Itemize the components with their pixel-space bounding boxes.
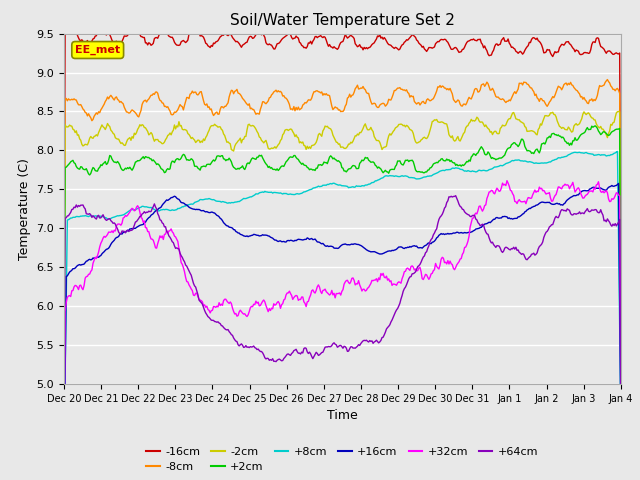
+16cm xyxy=(392,247,399,252)
-2cm xyxy=(516,119,524,124)
Line: +16cm: +16cm xyxy=(64,183,621,475)
+8cm xyxy=(328,181,335,187)
+8cm xyxy=(392,173,399,179)
-16cm xyxy=(362,45,370,50)
-2cm xyxy=(617,329,625,335)
+2cm xyxy=(60,366,68,372)
-16cm xyxy=(329,45,337,51)
+32cm xyxy=(60,465,68,470)
-16cm xyxy=(67,24,74,30)
+32cm xyxy=(503,178,511,183)
+32cm xyxy=(617,385,625,391)
Line: +64cm: +64cm xyxy=(64,196,621,404)
Y-axis label: Temperature (C): Temperature (C) xyxy=(18,158,31,260)
-16cm xyxy=(605,48,612,54)
+8cm xyxy=(324,181,332,187)
+8cm xyxy=(604,153,611,158)
+2cm xyxy=(617,340,625,346)
+64cm xyxy=(392,309,399,315)
+16cm xyxy=(615,180,623,186)
-8cm xyxy=(516,81,524,86)
-8cm xyxy=(392,88,399,94)
+2cm xyxy=(324,157,332,163)
+16cm xyxy=(60,472,68,478)
-8cm xyxy=(60,319,68,325)
+8cm xyxy=(516,158,524,164)
+32cm xyxy=(324,291,332,297)
-2cm xyxy=(328,128,335,134)
+8cm xyxy=(614,148,621,154)
-2cm xyxy=(362,121,369,127)
+16cm xyxy=(324,244,332,250)
-16cm xyxy=(393,45,401,51)
+64cm xyxy=(617,400,625,406)
-16cm xyxy=(60,277,68,283)
+16cm xyxy=(617,416,625,422)
-8cm xyxy=(324,92,332,98)
Title: Soil/Water Temperature Set 2: Soil/Water Temperature Set 2 xyxy=(230,13,455,28)
+32cm xyxy=(392,282,399,288)
+16cm xyxy=(362,246,369,252)
+16cm xyxy=(328,243,335,249)
Legend: -16cm, -8cm, -2cm, +2cm, +8cm, +16cm, +32cm, +64cm: -16cm, -8cm, -2cm, +2cm, +8cm, +16cm, +3… xyxy=(142,442,543,477)
+2cm xyxy=(362,155,369,160)
-2cm xyxy=(604,135,611,141)
Line: +8cm: +8cm xyxy=(64,151,621,457)
Line: -2cm: -2cm xyxy=(64,111,621,340)
-2cm xyxy=(324,125,332,131)
X-axis label: Time: Time xyxy=(327,409,358,422)
+2cm xyxy=(328,154,335,160)
-2cm xyxy=(615,108,623,114)
+64cm xyxy=(452,193,460,199)
+2cm xyxy=(591,123,599,129)
+64cm xyxy=(362,338,369,344)
+64cm xyxy=(605,218,612,224)
+64cm xyxy=(518,252,525,257)
-16cm xyxy=(617,290,625,296)
+32cm xyxy=(328,288,335,293)
+16cm xyxy=(516,213,524,219)
+16cm xyxy=(604,186,611,192)
-8cm xyxy=(328,103,335,109)
-8cm xyxy=(617,318,625,324)
+2cm xyxy=(516,139,524,145)
+8cm xyxy=(617,415,625,420)
-16cm xyxy=(518,49,525,55)
Text: EE_met: EE_met xyxy=(75,45,120,55)
+32cm xyxy=(518,199,525,204)
Line: -8cm: -8cm xyxy=(64,80,621,322)
-2cm xyxy=(60,337,68,343)
+2cm xyxy=(392,164,399,169)
+32cm xyxy=(362,288,369,294)
-2cm xyxy=(392,125,399,131)
-8cm xyxy=(604,77,611,83)
Line: +2cm: +2cm xyxy=(64,126,621,369)
-8cm xyxy=(362,87,369,93)
+32cm xyxy=(605,196,612,202)
+8cm xyxy=(362,182,369,188)
+64cm xyxy=(324,344,332,349)
-8cm xyxy=(605,79,612,84)
+64cm xyxy=(328,343,335,348)
+8cm xyxy=(60,455,68,460)
+64cm xyxy=(60,401,68,407)
+2cm xyxy=(605,132,612,138)
-16cm xyxy=(326,42,333,48)
Line: +32cm: +32cm xyxy=(64,180,621,468)
Line: -16cm: -16cm xyxy=(64,27,621,293)
